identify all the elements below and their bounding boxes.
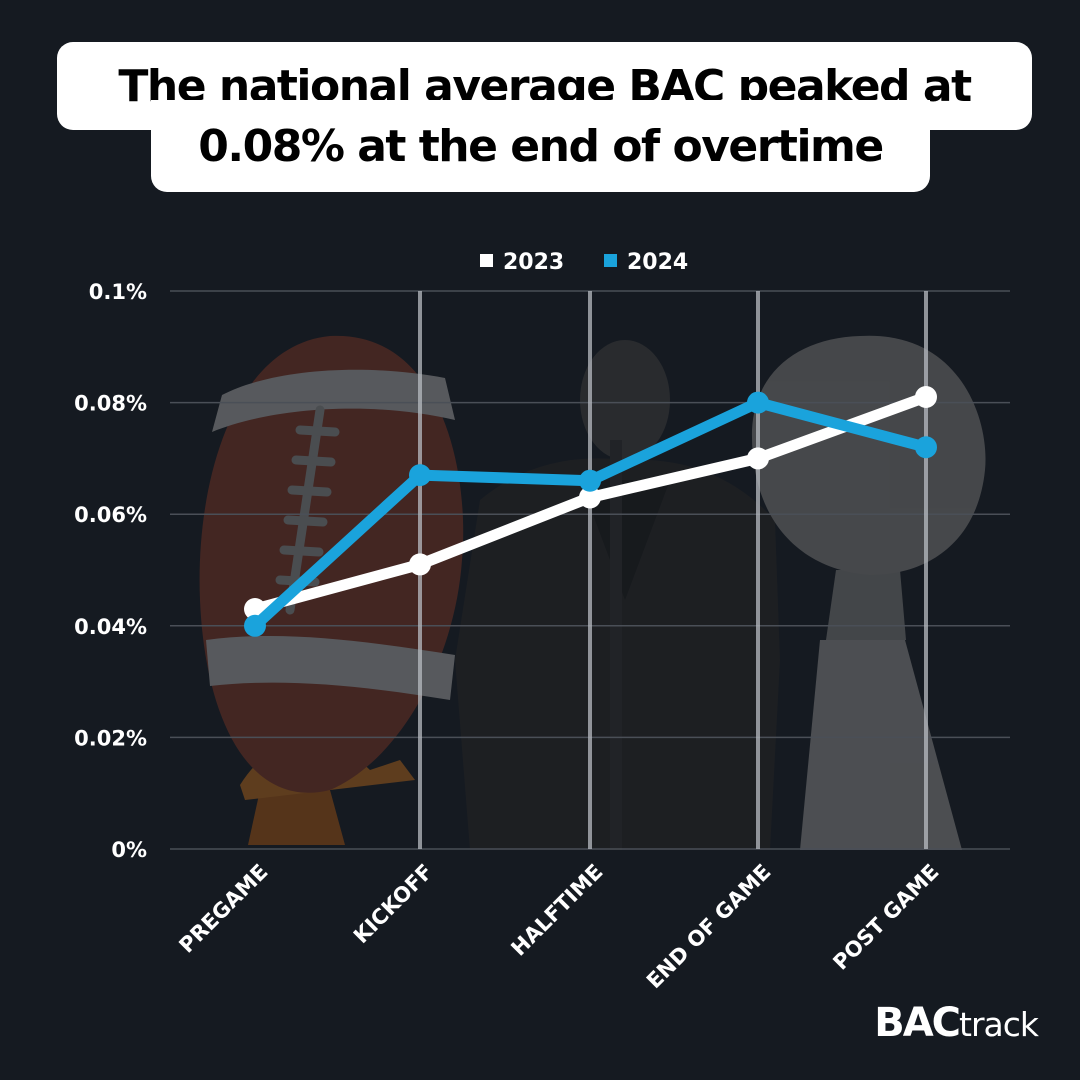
title-line-2: 0.08% at the end of overtime — [151, 114, 930, 192]
data-point-2023 — [915, 386, 937, 409]
y-tick-label: 0.04% — [74, 615, 147, 639]
legend-label: 2024 — [627, 250, 688, 275]
y-tick-label: 0.1% — [89, 280, 147, 304]
data-point-2024 — [747, 391, 769, 414]
data-point-2023 — [747, 447, 769, 470]
football-image — [199, 335, 464, 845]
bactrack-logo: BACtrack — [874, 1000, 1039, 1046]
legend-swatch — [604, 254, 617, 267]
x-tick-label: HALFTIME — [506, 860, 607, 961]
brand-bold: BAC — [874, 1000, 961, 1046]
y-tick-label: 0.06% — [74, 503, 147, 527]
x-tick-label: PREGAME — [175, 860, 273, 958]
x-tick-label: KICKOFF — [349, 860, 438, 949]
title-banner: The national average BAC peaked at 0.08%… — [0, 0, 1080, 200]
legend-swatch — [480, 254, 493, 267]
performer-image — [455, 340, 780, 850]
x-tick-label: END OF GAME — [642, 860, 776, 994]
y-tick-label: 0% — [111, 838, 147, 862]
y-tick-label: 0.08% — [74, 392, 147, 416]
brand-light: track — [959, 1005, 1039, 1044]
legend-label: 2023 — [503, 250, 564, 275]
data-point-2024 — [915, 436, 937, 459]
data-point-2024 — [579, 469, 601, 492]
data-point-2023 — [579, 486, 601, 509]
data-point-2024 — [244, 614, 266, 637]
y-tick-label: 0.02% — [74, 726, 147, 750]
data-point-2024 — [409, 464, 431, 487]
data-point-2023 — [409, 553, 431, 576]
x-tick-label: POST GAME — [828, 860, 943, 975]
